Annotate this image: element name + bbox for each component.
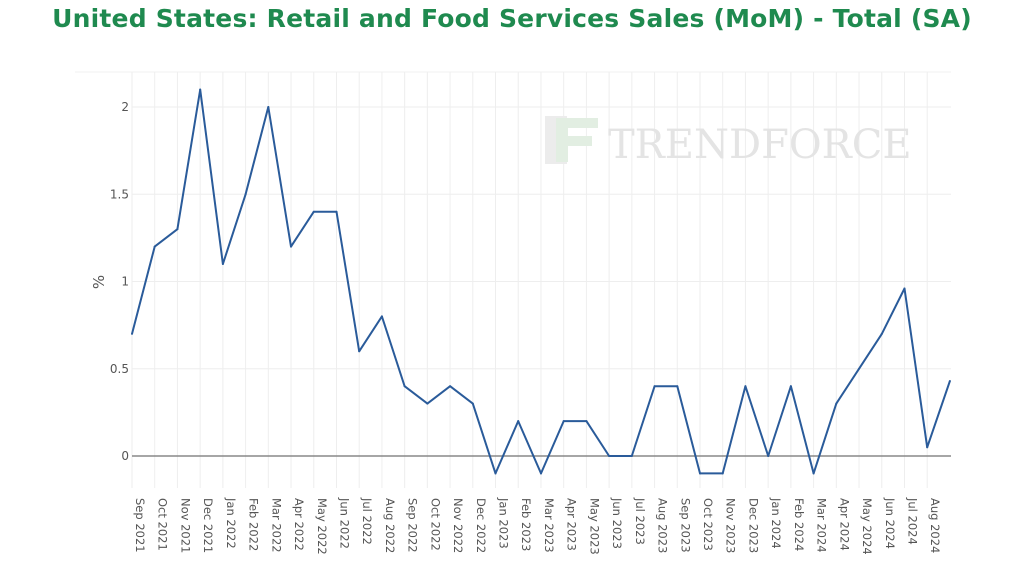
x-tick-label: Jul 2023 [633,497,647,545]
data-point [721,472,724,475]
data-point [244,193,247,196]
y-axis-label: % [90,275,108,289]
x-tick-label: Sep 2023 [678,498,692,553]
data-point [358,350,361,353]
x-tick-label: Feb 2024 [792,498,806,551]
x-tick-label: Aug 2024 [928,498,942,553]
x-tick-label: Jun 2022 [337,497,351,549]
data-point [835,402,838,405]
x-tick-label: Dec 2022 [474,498,488,553]
data-point [267,106,270,108]
x-tick-label: Jul 2022 [360,497,374,545]
x-tick-label: Dec 2021 [201,498,215,553]
data-point [380,315,383,318]
x-tick-label: May 2023 [587,498,601,555]
y-tick-label: 0 [121,449,129,463]
data-point [131,332,133,335]
data-point [176,228,179,231]
data-point [630,455,633,457]
data-point [585,420,588,423]
data-point [335,210,338,213]
data-point [812,472,815,475]
watermark-logo [556,118,598,162]
data-point [903,287,906,290]
data-point [608,455,611,457]
x-tick-label: Apr 2023 [565,498,579,551]
x-tick-label: Jun 2023 [610,497,624,549]
x-tick-label: Sep 2022 [406,498,420,553]
x-tick-label: May 2022 [315,498,329,555]
data-point [517,420,520,423]
x-tick-label: Nov 2023 [724,498,738,553]
x-tick-label: Dec 2023 [746,498,760,553]
chart-title: United States: Retail and Food Services … [52,4,972,33]
data-point [562,420,565,423]
data-point [858,367,861,370]
data-point [312,210,315,213]
data-point [403,385,406,388]
x-tick-label: Jan 2023 [497,497,511,549]
data-point [449,385,452,388]
x-tick-label: Sep 2021 [133,498,147,553]
data-point [767,455,770,457]
x-tick-label: Jan 2024 [769,497,783,549]
x-tick-label: Aug 2023 [656,498,670,553]
x-tick-label: Feb 2023 [519,498,533,551]
x-tick-label: Mar 2024 [815,498,829,553]
x-tick-label: May 2024 [860,498,874,555]
x-tick-label: Oct 2021 [156,498,170,551]
watermark-text: TRENDFORCE [608,122,912,168]
x-tick-label: Jul 2024 [905,497,919,545]
data-point [426,402,429,405]
data-point [948,379,951,382]
watermark: TRENDFORCE [545,116,912,168]
y-tick-label: 1.5 [110,187,129,201]
x-tick-label: Feb 2022 [247,498,261,551]
y-tick-label: 0.5 [110,362,129,376]
y-tick-label: 2 [121,100,129,114]
data-point [539,472,542,475]
data-point [153,245,156,248]
data-point [653,385,656,388]
data-point [789,385,792,388]
x-tick-label: Oct 2023 [701,498,715,551]
data-point [926,446,929,449]
x-tick-label: Mar 2022 [269,498,283,553]
data-point [699,472,701,475]
y-tick-label: 1 [121,275,129,289]
x-tick-label: Aug 2022 [383,498,397,553]
x-tick-label: Jun 2024 [883,497,897,549]
x-tick-label: Mar 2023 [542,498,556,553]
data-point [494,472,497,475]
data-point [471,402,474,405]
data-point [221,263,224,266]
x-tick-label: Nov 2021 [178,498,192,553]
x-tick-label: Jan 2022 [224,497,238,549]
data-point [290,245,293,248]
data-point [880,332,883,335]
data-point [199,88,202,91]
data-point [676,385,679,388]
data-point [744,385,747,388]
x-tick-label: Apr 2024 [837,498,851,551]
x-tick-label: Oct 2022 [428,498,442,551]
x-tick-label: Nov 2022 [451,498,465,553]
x-tick-label: Apr 2022 [292,498,306,551]
grid [75,71,951,488]
